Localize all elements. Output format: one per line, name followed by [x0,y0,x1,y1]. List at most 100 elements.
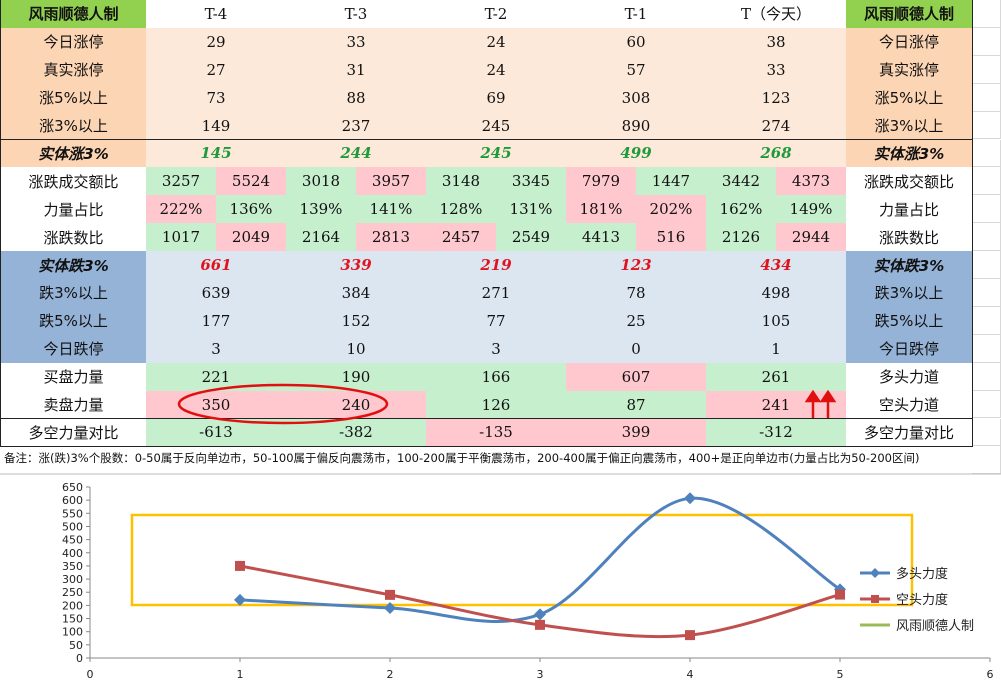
row-label-right: 涨5%以上 [846,83,973,113]
data-cell: 498 [706,279,847,308]
data-cell: 4373 [776,167,847,197]
data-cell: 131% [496,195,567,225]
point [235,560,245,571]
data-cell: 308 [566,83,707,113]
data-cell: 2126 [706,223,777,253]
data-cell: 4413 [566,223,637,253]
data-cell: 149 [146,111,287,141]
data-cell: 31 [286,55,427,85]
data-cell: 3957 [356,167,427,197]
data-cell: 24 [426,55,567,85]
row-label: 涨跌成交额比 [0,167,147,197]
sheet-cell [972,83,1001,112]
data-cell: 2164 [286,223,357,253]
x-tick-label: 0 [87,668,94,681]
y-tick-label: 200 [62,599,83,612]
data-cell: 126 [426,390,567,420]
data-cell: 221 [146,362,287,392]
data-cell: 241 [706,390,847,420]
point [535,619,545,630]
sheet-cell [972,27,1001,56]
data-cell: 222% [146,195,217,225]
data-cell: 7979 [566,167,637,197]
x-tick-label: 3 [537,668,544,681]
data-cell: 29 [146,27,287,57]
data-cell: 5524 [216,167,287,197]
data-cell: 177 [146,306,287,336]
data-cell: 384 [286,279,427,308]
header-cell: T-4 [146,0,287,29]
data-cell: 639 [146,279,287,308]
data-cell: -382 [286,418,427,448]
row-label-right: 多空力量对比 [846,418,973,448]
y-tick-label: 400 [62,547,83,560]
legend-marker [870,568,880,578]
data-cell: 123 [566,251,707,280]
data-cell: 350 [146,390,287,420]
row-label-right: 实体跌3% [846,251,973,280]
data-cell: 166 [426,362,567,392]
point [534,608,546,621]
x-tick-label: 2 [387,668,394,681]
row-label-right: 真实涨停 [846,55,973,85]
data-cell: 0 [566,334,707,364]
x-tick-label: 4 [687,668,694,681]
data-cell: 261 [706,362,847,392]
data-cell: 245 [426,111,567,141]
highlight-box [130,513,914,607]
data-cell: 237 [286,111,427,141]
row-label-right: 今日涨停 [846,27,973,57]
header-cell: T-3 [286,0,427,29]
data-cell: 1017 [146,223,217,253]
row-label-right: 多头力道 [846,362,973,392]
sheet-cell [972,418,1001,447]
row-label-right: 跌5%以上 [846,306,973,336]
row-label-right: 今日跌停 [846,334,973,364]
data-cell: 219 [426,251,567,280]
sheet-cell [972,306,1001,335]
data-cell: 274 [706,111,847,141]
data-cell: 244 [286,139,427,169]
header-cell: T（今天） [706,0,847,29]
data-cell: 661 [146,251,287,280]
row-label: 卖盘力量 [0,390,147,420]
point [685,630,695,641]
data-cell: 1 [706,334,847,364]
data-cell: -613 [146,418,287,448]
data-cell: 145 [146,139,287,169]
sheet-cell [972,139,1001,168]
sheet-cell [972,55,1001,84]
legend-marker [871,595,879,603]
y-tick-label: 250 [62,586,83,599]
header-cell: T-1 [566,0,707,29]
data-cell: 3345 [496,167,567,197]
data-cell: 3257 [146,167,217,197]
row-label: 涨5%以上 [0,83,147,113]
data-cell: 2549 [496,223,567,253]
x-tick-label: 5 [837,668,844,681]
data-cell: 33 [706,55,847,85]
sheet-cell [972,279,1001,307]
sheet-cell [972,167,1001,196]
data-cell: 128% [426,195,497,225]
row-label: 今日涨停 [0,27,147,57]
y-tick-label: 0 [76,652,83,665]
legend-label: 空头力度 [896,592,948,608]
data-cell: 88 [286,83,427,113]
data-cell: 38 [706,27,847,57]
point [835,589,845,600]
data-cell: 3442 [706,167,777,197]
data-cell: 149% [776,195,847,225]
data-cell: 3 [146,334,287,364]
sheet-cell [972,390,1001,419]
x-tick-label: 1 [237,668,244,681]
data-cell: 10 [286,334,427,364]
point [834,583,846,596]
data-cell: 87 [566,390,707,420]
data-cell: 434 [706,251,847,280]
data-cell: 3148 [426,167,497,197]
data-cell: 78 [566,279,707,308]
data-cell: 339 [286,251,427,280]
y-tick-label: 500 [62,520,83,533]
data-cell: 499 [566,139,707,169]
